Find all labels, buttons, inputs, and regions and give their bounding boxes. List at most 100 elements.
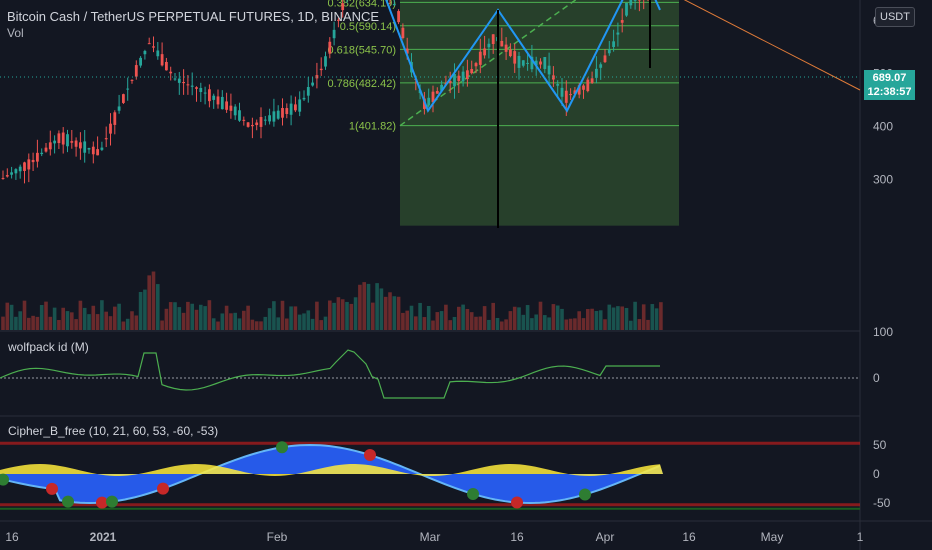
volume-bar: [306, 310, 311, 330]
volume-bar: [594, 310, 599, 330]
volume-bar: [448, 320, 452, 330]
volume-bar: [418, 302, 422, 330]
candle-body: [457, 75, 461, 81]
cipher-dot: [364, 449, 376, 462]
volume-label: Vol: [7, 26, 24, 40]
volume-bar: [224, 305, 229, 330]
candle-body: [633, 0, 637, 1]
volume-bar: [508, 311, 513, 330]
candle-body: [113, 112, 117, 125]
fib-level-label: 0.5(590.14): [340, 21, 396, 33]
candle-body: [599, 64, 603, 68]
candle-body: [130, 79, 134, 81]
volume-bar: [328, 300, 332, 330]
candle-body: [203, 92, 207, 94]
cipher-dot: [157, 482, 169, 495]
volume-bar: [95, 314, 100, 330]
cipher-label: Cipher_B_free (10, 21, 60, 53, -60, -53): [8, 424, 219, 438]
candle-body: [225, 101, 228, 110]
volume-bar: [414, 316, 418, 330]
candle-body: [487, 43, 491, 48]
volume-bar: [121, 321, 126, 330]
candle-body: [629, 0, 633, 6]
candle-body: [337, 19, 340, 21]
fib-level-label: 0.786(482.42): [328, 78, 397, 90]
volume-bar: [633, 301, 637, 330]
candle-body: [569, 94, 572, 96]
volume-bar: [478, 316, 483, 330]
volume-bar: [211, 318, 216, 330]
volume-bar: [371, 302, 375, 330]
candle-body: [440, 84, 443, 91]
candle-body: [122, 94, 125, 103]
volume-bar: [568, 318, 573, 330]
candle-body: [195, 87, 198, 89]
candle-body: [513, 51, 517, 64]
volume-bar: [646, 319, 650, 330]
volume-bar: [186, 301, 190, 330]
candle-body: [70, 141, 74, 143]
candle-body: [61, 132, 65, 145]
candle-body: [216, 96, 220, 105]
price-badge: 689.07 12:38:57: [864, 70, 915, 100]
volume-bar: [1, 316, 5, 330]
volume-bar: [194, 309, 199, 330]
volume-bar: [263, 316, 268, 330]
candle-body: [152, 46, 155, 48]
candle-body: [620, 20, 624, 23]
time-tick-label: Mar: [420, 530, 441, 544]
candle-body: [560, 87, 564, 97]
volume-bar: [401, 312, 405, 330]
volume-bar: [87, 314, 91, 330]
cipher-dot: [579, 488, 591, 501]
wolfpack-id-pane: [0, 349, 860, 399]
price-tick-label: 400: [873, 120, 893, 134]
volume-bar: [160, 320, 164, 330]
volume-bar: [586, 309, 590, 330]
volume-bar: [345, 301, 349, 330]
fib-level-label: 0.618(545.70): [328, 44, 397, 56]
volume-bar: [383, 296, 388, 330]
volume-bar: [293, 306, 298, 330]
candle-body: [40, 152, 44, 155]
volume-bar: [396, 296, 401, 330]
currency-button[interactable]: USDT: [875, 7, 915, 27]
candle-body: [109, 123, 112, 134]
candle-body: [405, 48, 409, 54]
candle-body: [556, 84, 560, 86]
candle-body: [268, 115, 271, 122]
candle-body: [289, 103, 293, 115]
volume-bar: [151, 271, 156, 330]
fib-zone: [400, 0, 679, 226]
candle-body: [246, 122, 250, 127]
volume-bar: [388, 292, 392, 330]
volume-bar: [426, 305, 431, 330]
volume-bar: [659, 302, 663, 330]
fib-level-label: 0.382(634.19): [328, 0, 397, 9]
volume-bar: [465, 309, 470, 330]
candle-body: [577, 85, 581, 95]
candle-body: [259, 117, 263, 127]
candle-body: [57, 133, 61, 144]
volume-bar: [5, 302, 10, 330]
volume-bar: [285, 318, 289, 330]
candle-body: [147, 43, 151, 45]
volume-bar: [134, 315, 139, 330]
volume-bar: [431, 320, 435, 330]
cipher-dot: [106, 495, 118, 508]
volume-bar: [366, 283, 371, 330]
time-tick-label: Apr: [596, 530, 615, 544]
volume-bar: [517, 307, 521, 330]
wolfpack-tick-label: 100: [873, 325, 893, 339]
candle-body: [328, 41, 332, 54]
volume-bar: [629, 320, 633, 330]
volume-bar: [52, 307, 57, 330]
volume-bar: [237, 318, 242, 330]
volume-bar: [203, 306, 207, 330]
volume-bar: [530, 318, 534, 330]
candle-body: [461, 71, 465, 82]
candle-body: [582, 85, 585, 90]
candle-body: [53, 140, 56, 144]
volume-bar: [538, 301, 543, 330]
